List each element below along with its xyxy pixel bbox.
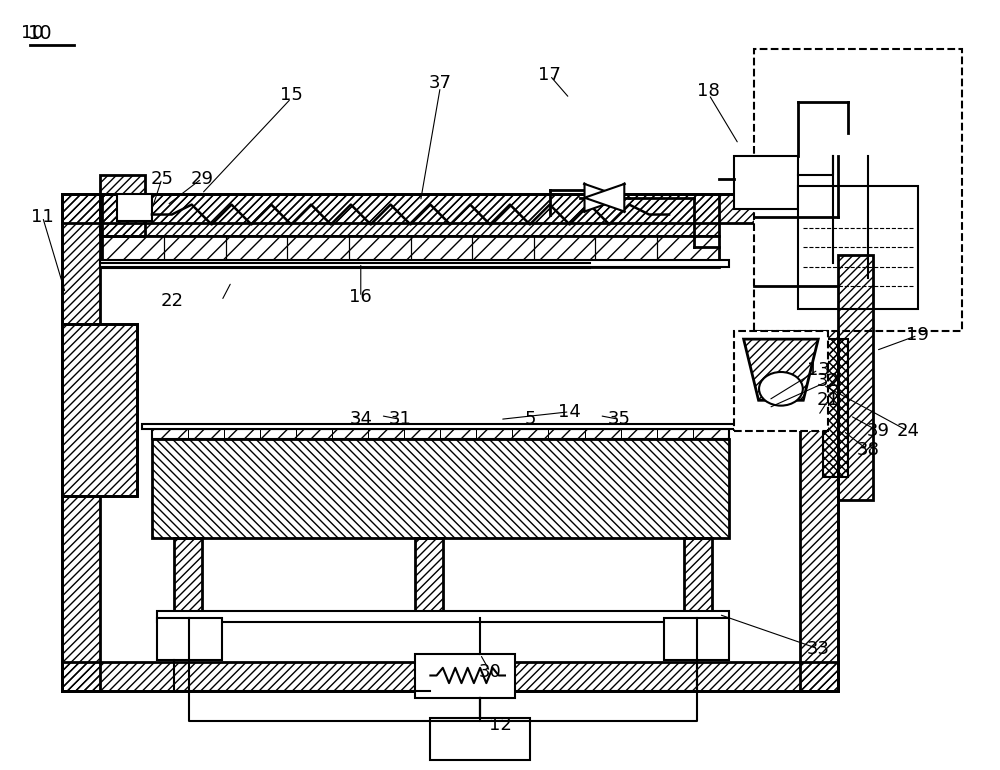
Bar (62, 194, 100, 691)
Bar (224, 430, 260, 438)
Text: 10: 10 (21, 25, 44, 42)
Bar (62, 324, 137, 496)
Text: 5: 5 (524, 410, 536, 428)
Bar (621, 430, 657, 438)
Bar (142, 424, 739, 430)
Text: 38: 38 (857, 441, 879, 459)
Text: 30: 30 (479, 663, 501, 681)
Bar (430, 718, 530, 759)
Text: 29: 29 (190, 169, 213, 188)
Bar (62, 194, 838, 691)
Bar (287, 236, 349, 266)
Bar (664, 618, 729, 660)
Bar (62, 194, 838, 223)
Bar (472, 236, 534, 266)
Text: 34: 34 (349, 410, 372, 428)
Bar (157, 611, 729, 622)
Bar (226, 236, 287, 266)
Text: 25: 25 (150, 169, 173, 188)
Bar (534, 236, 595, 266)
Bar (102, 236, 719, 266)
Bar (62, 661, 838, 691)
Text: 13: 13 (807, 360, 830, 379)
Text: 22: 22 (160, 292, 183, 310)
Bar (585, 430, 621, 438)
Bar (440, 430, 476, 438)
Bar (734, 332, 828, 431)
Bar (152, 430, 188, 438)
Bar (368, 430, 404, 438)
Bar (117, 194, 152, 221)
Bar (684, 538, 712, 614)
Bar (411, 236, 472, 266)
Bar (332, 430, 368, 438)
Bar (823, 339, 848, 477)
Bar (97, 332, 122, 484)
Bar (693, 430, 729, 438)
Text: 14: 14 (558, 403, 581, 420)
Bar (100, 175, 145, 236)
Bar (62, 324, 137, 496)
Bar (174, 538, 202, 614)
Bar (404, 430, 440, 438)
Text: 31: 31 (389, 410, 412, 428)
Bar (657, 236, 719, 266)
Bar (296, 430, 332, 438)
Bar (102, 194, 719, 236)
Text: 37: 37 (429, 74, 452, 92)
Text: 33: 33 (807, 640, 830, 658)
Bar (100, 260, 729, 266)
Bar (512, 430, 548, 438)
Polygon shape (585, 184, 624, 212)
Circle shape (759, 372, 803, 406)
Text: 16: 16 (349, 288, 372, 306)
Text: 24: 24 (896, 422, 919, 440)
Polygon shape (585, 184, 624, 212)
Text: 10: 10 (28, 24, 53, 43)
Bar (476, 430, 512, 438)
Bar (188, 430, 224, 438)
Text: 32: 32 (817, 372, 840, 390)
Bar (657, 430, 693, 438)
Bar (415, 538, 443, 614)
Bar (415, 654, 515, 698)
Text: 15: 15 (280, 85, 303, 103)
Text: 39: 39 (866, 422, 889, 440)
Bar (349, 236, 411, 266)
Bar (800, 194, 838, 691)
Bar (102, 236, 164, 266)
Text: 11: 11 (31, 208, 54, 226)
Bar (164, 236, 226, 266)
Bar (595, 236, 657, 266)
Text: 21: 21 (817, 391, 840, 410)
Bar (838, 255, 873, 500)
Bar (548, 430, 585, 438)
Bar (260, 430, 296, 438)
Text: 19: 19 (906, 326, 929, 344)
Text: 17: 17 (538, 66, 561, 85)
Bar (754, 49, 962, 332)
Text: 12: 12 (489, 716, 511, 734)
Text: 18: 18 (697, 82, 720, 99)
Bar (152, 430, 729, 438)
Text: 35: 35 (608, 410, 631, 428)
Bar (152, 438, 729, 538)
Bar (734, 156, 798, 209)
Bar (798, 186, 918, 309)
Bar (157, 618, 222, 660)
